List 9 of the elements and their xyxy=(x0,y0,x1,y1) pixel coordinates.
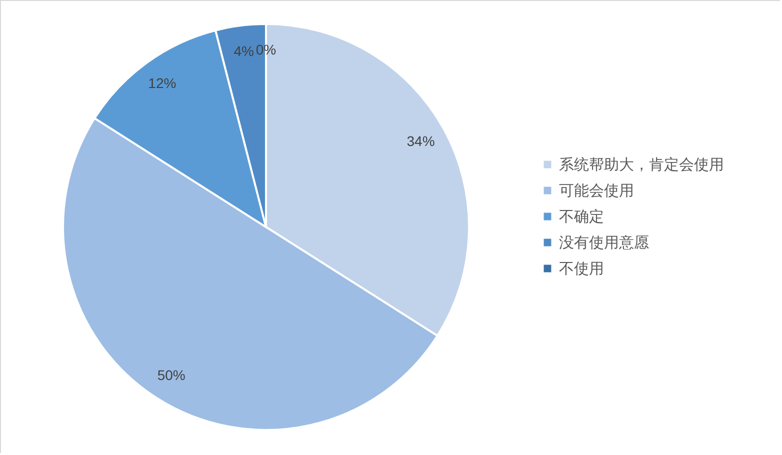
data-label: 4% xyxy=(234,42,254,59)
data-label: 50% xyxy=(157,367,186,384)
data-label: 12% xyxy=(148,75,176,92)
legend-label: 可能会使用 xyxy=(559,182,634,200)
legend-label: 系统帮助大，肯定会使用 xyxy=(559,156,724,174)
legend-label: 不确定 xyxy=(559,208,604,226)
legend-label: 没有使用意愿 xyxy=(559,234,649,252)
data-label: 34% xyxy=(406,132,435,149)
legend-label: 不使用 xyxy=(559,260,604,278)
